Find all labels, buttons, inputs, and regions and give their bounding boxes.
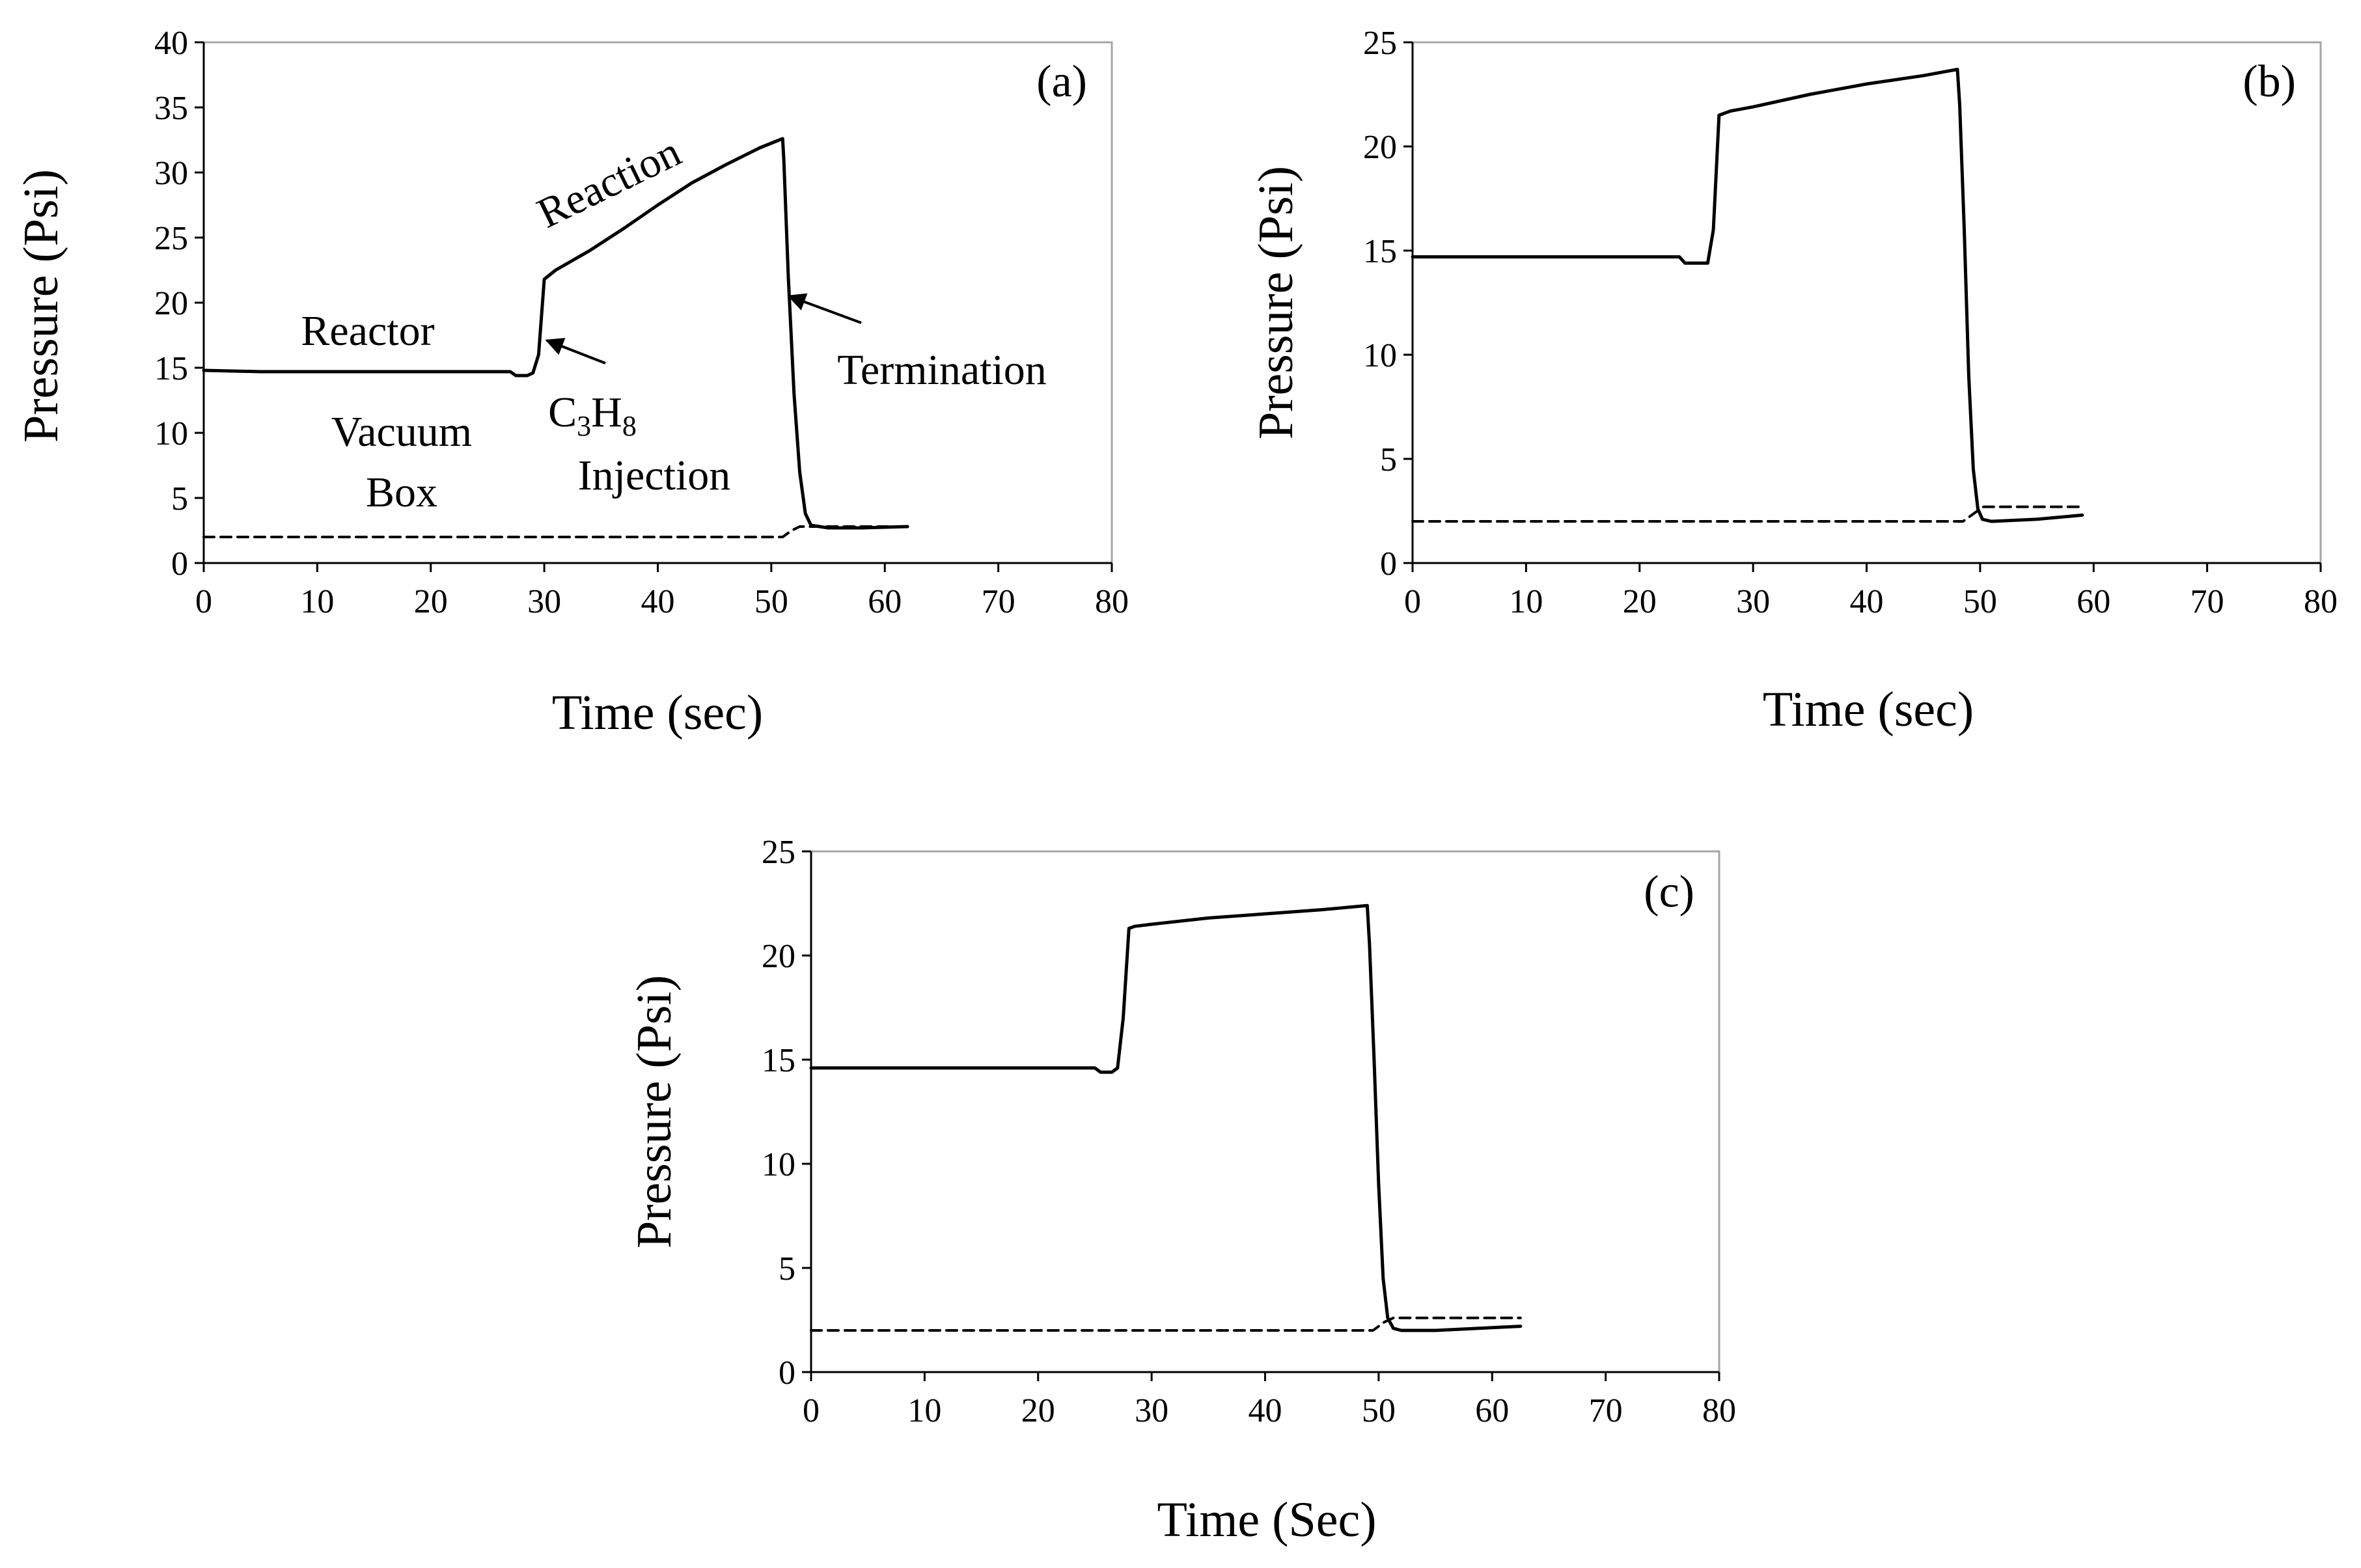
annotation-vacuum: Vacuum bbox=[331, 408, 472, 456]
series-vacuum-box bbox=[202, 525, 909, 538]
series-reactor bbox=[809, 903, 1523, 1332]
y-tick-label: 20 bbox=[1363, 129, 1397, 166]
x-tick-label: 40 bbox=[1249, 1392, 1282, 1429]
panel-a-ticks: 0 10 20 30 40 50 60 70 80 0 5 10 15 20 25 30 35 40 bbox=[154, 25, 1129, 620]
x-tick-label: 20 bbox=[1021, 1392, 1055, 1429]
panel-label: (b) bbox=[2243, 57, 2296, 107]
x-tick-label: 70 bbox=[2190, 583, 2224, 620]
y-tick-label: 5 bbox=[1380, 441, 1397, 478]
plot-frame bbox=[1411, 41, 2322, 564]
arrow-termination bbox=[787, 293, 862, 324]
formula-sub-3: 3 bbox=[577, 410, 591, 442]
x-axis-label: Time (Sec) bbox=[1157, 1492, 1376, 1547]
y-tick-label: 5 bbox=[171, 480, 188, 517]
panel-label: (a) bbox=[1036, 57, 1087, 107]
formula-h: H bbox=[591, 389, 622, 436]
x-tick-label: 0 bbox=[1404, 583, 1421, 620]
x-tick-label: 50 bbox=[754, 583, 788, 620]
panel-a-series bbox=[202, 137, 909, 538]
y-tick-label: 25 bbox=[154, 220, 188, 257]
y-tick-label: 20 bbox=[154, 285, 188, 322]
panel-b-series bbox=[1411, 68, 2084, 523]
y-tick-label: 15 bbox=[1363, 233, 1397, 270]
series-vacuum-box bbox=[1411, 505, 2084, 523]
x-tick-label: 0 bbox=[803, 1392, 820, 1429]
y-tick-label: 15 bbox=[762, 1042, 795, 1079]
series-reactor bbox=[202, 137, 909, 530]
annotation-reaction: Reaction bbox=[530, 128, 688, 237]
panel-c-series bbox=[809, 903, 1523, 1332]
x-tick-label: 10 bbox=[1509, 583, 1543, 620]
y-tick-label: 30 bbox=[154, 155, 188, 192]
y-axis-label: Pressure (Psi) bbox=[1249, 166, 1303, 439]
arrow-injection bbox=[545, 338, 606, 364]
annotation-box: Box bbox=[366, 469, 437, 516]
x-tick-label: 50 bbox=[1362, 1392, 1396, 1429]
plot-frame bbox=[810, 850, 1720, 1373]
panel-b-axes bbox=[1411, 42, 2321, 564]
y-tick-label: 15 bbox=[154, 350, 188, 387]
y-tick-label: 20 bbox=[762, 938, 795, 975]
annotation-termination: Termination bbox=[837, 346, 1047, 394]
x-tick-label: 80 bbox=[1095, 583, 1129, 620]
panel-label: (c) bbox=[1644, 867, 1694, 917]
y-axis-label: Pressure (Psi) bbox=[14, 169, 68, 443]
y-tick-label: 0 bbox=[779, 1355, 795, 1392]
y-tick-label: 0 bbox=[1380, 545, 1397, 583]
x-axis-label: Time (sec) bbox=[552, 685, 763, 740]
y-tick-label: 25 bbox=[762, 834, 795, 871]
y-tick-label: 10 bbox=[762, 1146, 795, 1183]
y-tick-label: 10 bbox=[1363, 337, 1397, 374]
annotation-reactor: Reactor bbox=[301, 307, 434, 355]
x-tick-label: 10 bbox=[300, 583, 334, 620]
x-tick-label: 50 bbox=[1963, 583, 1997, 620]
x-tick-label: 70 bbox=[982, 583, 1015, 620]
x-tick-label: 80 bbox=[2304, 583, 2338, 620]
panel-c: 0 10 20 30 40 50 60 70 80 0 5 10 15 20 25 (c) Time (Se… bbox=[627, 834, 1736, 1547]
y-tick-label: 35 bbox=[154, 90, 188, 127]
panel-c-axes bbox=[810, 851, 1719, 1373]
formula-sub-8: 8 bbox=[622, 410, 637, 442]
x-tick-label: 40 bbox=[641, 583, 675, 620]
panel-c-ticks: 0 10 20 30 40 50 60 70 80 0 5 10 15 20 25 bbox=[762, 834, 1736, 1429]
x-tick-label: 30 bbox=[527, 583, 561, 620]
series-vacuum-box bbox=[810, 1316, 1522, 1332]
panel-a: 0 10 20 30 40 50 60 70 80 0 5 10 15 20 25 30 35 40 (a) Ti… bbox=[14, 25, 1129, 740]
y-tick-label: 0 bbox=[171, 545, 188, 583]
y-tick-label: 5 bbox=[779, 1250, 795, 1287]
x-tick-label: 30 bbox=[1135, 1392, 1168, 1429]
y-tick-label: 40 bbox=[154, 25, 188, 62]
x-tick-label: 10 bbox=[907, 1392, 941, 1429]
panel-b-ticks: 0 10 20 30 40 50 60 70 80 0 5 10 15 20 25 bbox=[1363, 25, 2338, 620]
formula-c: C bbox=[548, 389, 577, 436]
x-axis-label: Time (sec) bbox=[1763, 682, 1974, 737]
x-tick-label: 20 bbox=[1623, 583, 1657, 620]
y-axis-label: Pressure (Psi) bbox=[627, 975, 682, 1248]
x-tick-label: 0 bbox=[195, 583, 212, 620]
annotation-c3h8: C3H8 bbox=[548, 389, 637, 442]
x-tick-label: 60 bbox=[2077, 583, 2110, 620]
x-tick-label: 80 bbox=[1702, 1392, 1736, 1429]
y-tick-label: 10 bbox=[154, 415, 188, 452]
x-tick-label: 30 bbox=[1736, 583, 1770, 620]
panel-b: 0 10 20 30 40 50 60 70 80 0 5 10 15 20 25 (b) Time (se… bbox=[1249, 25, 2338, 737]
x-tick-label: 40 bbox=[1850, 583, 1884, 620]
series-reactor bbox=[1411, 68, 2084, 523]
annotation-injection: Injection bbox=[578, 452, 731, 499]
y-tick-label: 25 bbox=[1363, 25, 1397, 62]
x-tick-label: 20 bbox=[414, 583, 448, 620]
x-tick-label: 70 bbox=[1589, 1392, 1623, 1429]
x-tick-label: 60 bbox=[868, 583, 902, 620]
x-tick-label: 60 bbox=[1475, 1392, 1509, 1429]
